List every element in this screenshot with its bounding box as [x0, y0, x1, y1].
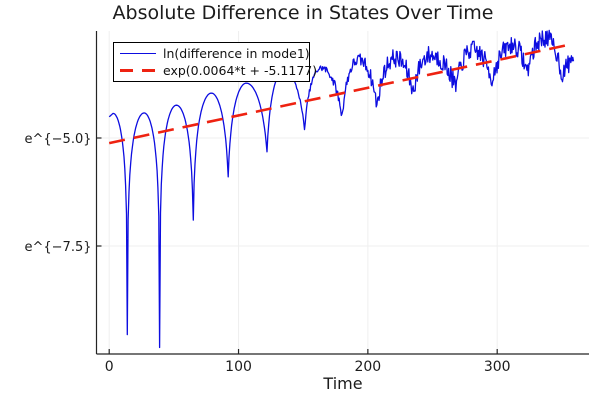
- legend: ln(difference in mode1) exp(0.0064*t + -…: [113, 42, 317, 82]
- x-tick-label: 300: [484, 359, 511, 375]
- legend-label-series1: ln(difference in mode1): [163, 46, 310, 61]
- x-tick-label: 200: [354, 359, 381, 375]
- chart-title: Absolute Difference in States Over Time: [112, 2, 494, 24]
- x-tick-label: 100: [225, 359, 252, 375]
- series-line-difference: [108, 29, 575, 349]
- series-line-exp-fit: [108, 44, 567, 145]
- x-axis-label: Time: [323, 374, 363, 393]
- legend-entry-series1: ln(difference in mode1): [120, 45, 310, 62]
- y-tick-label: e^{−7.5}: [25, 240, 92, 255]
- legend-label-series2: exp(0.0064*t + -5.1177): [163, 63, 318, 78]
- legend-solid-line-swatch: [120, 53, 156, 54]
- legend-entry-series2: exp(0.0064*t + -5.1177): [120, 62, 317, 79]
- y-tick-label: e^{−5.0}: [25, 132, 92, 147]
- legend-dashed-line-swatch: [120, 69, 156, 72]
- x-tick-label: 0: [105, 359, 114, 375]
